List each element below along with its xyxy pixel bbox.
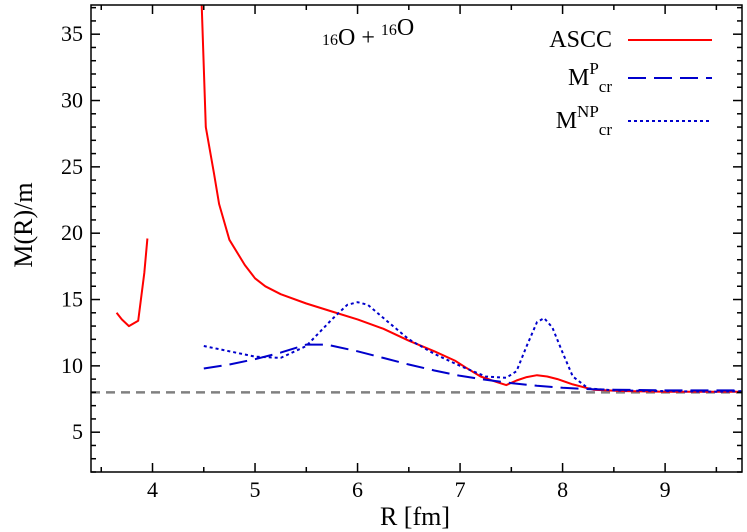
- legend-label-2: MPcr: [568, 59, 612, 96]
- y-tick-label: 20: [61, 220, 83, 245]
- x-tick-label: 9: [660, 477, 671, 502]
- series-line-1-segment-1: [115, 238, 149, 328]
- y-axis-label: M(R)/m: [9, 182, 38, 267]
- y-tick-label: 10: [61, 353, 83, 378]
- legend-label-3: MNPcr: [556, 102, 613, 139]
- plot-frame: [90, 4, 743, 473]
- y-tick-label: 35: [61, 21, 83, 46]
- tick-layer: 4 5 6 7 8 9 5 10 15 20 25 30 35: [61, 5, 742, 502]
- series-line-1-segment-2: [200, 5, 742, 393]
- x-tick-label: 5: [250, 477, 261, 502]
- y-tick-label: 25: [61, 154, 83, 179]
- x-axis-label: R [fm]: [380, 502, 450, 531]
- legend: ASCC MPcr MNPcr: [549, 27, 712, 139]
- legend-label-1: ASCC: [549, 27, 612, 53]
- x-tick-label: 6: [352, 477, 363, 502]
- y-tick-label: 30: [61, 88, 83, 113]
- y-tick-label: 5: [72, 419, 83, 444]
- annotation-text: 16O + 16O: [322, 15, 414, 51]
- y-tick-label: 15: [61, 287, 83, 312]
- plot-layer: [90, 4, 743, 473]
- label-layer: R [fm] M(R)/m 16O + 16O: [9, 15, 450, 531]
- series-line-2-segment-1: [203, 343, 742, 392]
- x-tick-label: 7: [455, 477, 466, 502]
- x-tick-label: 4: [147, 477, 158, 502]
- x-tick-label: 8: [557, 477, 568, 502]
- series-line-3-segment-1: [203, 301, 742, 393]
